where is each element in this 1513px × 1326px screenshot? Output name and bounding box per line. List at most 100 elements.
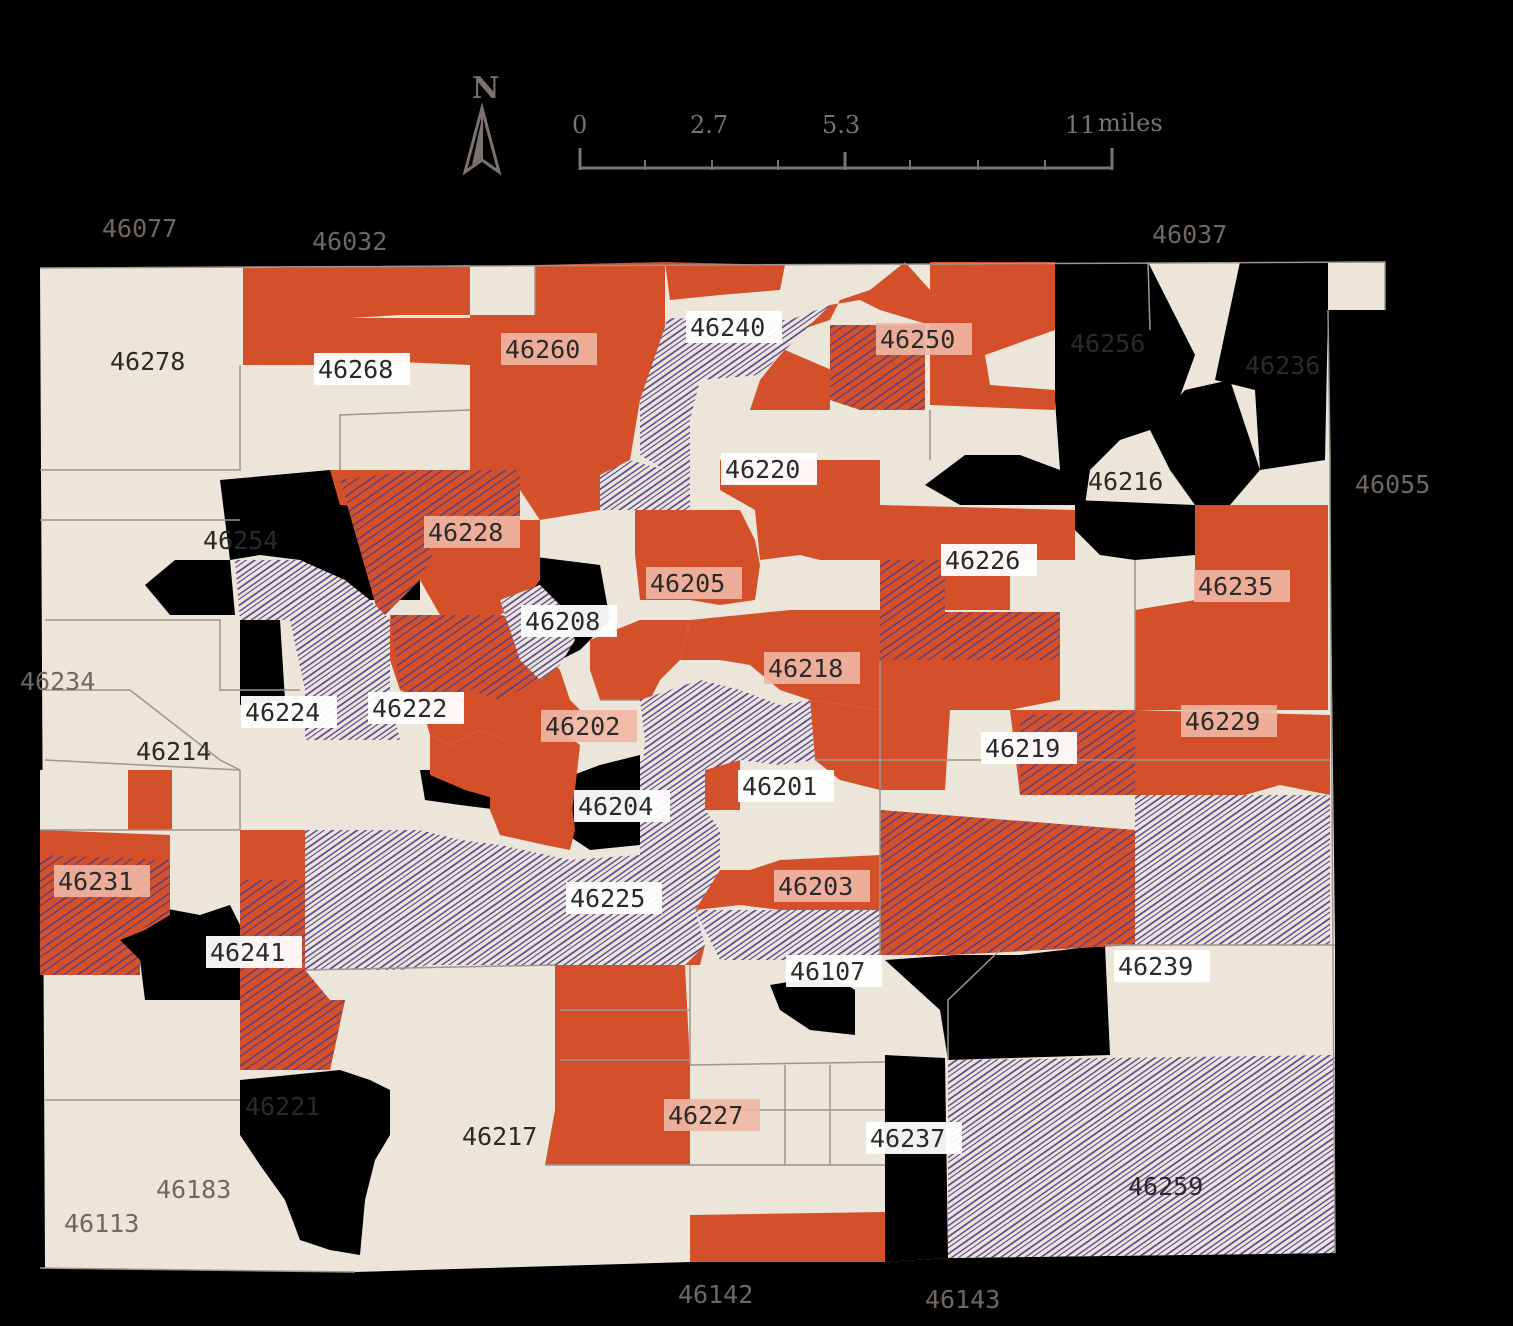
zip-label-text: 46214: [136, 737, 211, 766]
area-46235: [1135, 505, 1328, 710]
scale-tick-1: 2.7: [690, 111, 728, 139]
zip-label-46241: 46241: [206, 936, 302, 968]
area-46214: [128, 770, 172, 830]
zip-label-46256: 46256: [1070, 329, 1145, 358]
zip-label-text: 46227: [668, 1101, 743, 1130]
zip-label-box: [566, 882, 662, 914]
outside-label: 46037: [1152, 220, 1227, 249]
zip-label-box: [774, 870, 870, 902]
hatch-46218: [880, 560, 1060, 660]
area-46260b: [665, 262, 785, 300]
zip-label-46208: 46208: [521, 605, 617, 637]
zip-label-text: 46237: [870, 1124, 945, 1153]
zip-label-box: [721, 453, 817, 485]
hatch-46239b: [1135, 795, 1330, 945]
zip-label-46222: 46222: [368, 692, 464, 724]
zip-label-46225: 46225: [566, 882, 662, 914]
zip-label-46216: 46216: [1088, 467, 1163, 496]
zip-label-text: 46268: [318, 355, 393, 384]
zip-label-box: [866, 1122, 962, 1154]
zip-label-46250: 46250: [876, 323, 972, 355]
area-46260: [470, 262, 665, 520]
zip-label-box: [738, 770, 834, 802]
zip-label-46201: 46201: [738, 770, 834, 802]
zip-label-46259: 46259: [1128, 1172, 1203, 1201]
zip-label-box: [1114, 950, 1210, 982]
hatch-46259: [948, 1055, 1335, 1258]
zip-label-46240: 46240: [686, 311, 782, 343]
area-46268b: [243, 318, 470, 365]
zip-label-text: 46240: [690, 313, 765, 342]
zip-label-46220: 46220: [721, 453, 817, 485]
zip-label-46236: 46236: [1245, 351, 1320, 380]
zip-label-46235: 46235: [1194, 570, 1290, 602]
zip-label-box: [206, 936, 302, 968]
zip-label-text: 46222: [372, 694, 447, 723]
scale-unit: miles: [1098, 109, 1163, 137]
zip-label-46203: 46203: [774, 870, 870, 902]
zip-label-text: 46224: [245, 698, 320, 727]
zip-label-46278: 46278: [110, 347, 185, 376]
zip-label-46260: 46260: [501, 333, 597, 365]
zip-label-text: 46208: [525, 607, 600, 636]
zip-label-46254: 46254: [203, 526, 278, 555]
zip-label-46219: 46219: [981, 732, 1077, 764]
zip-label-text: 46259: [1128, 1172, 1203, 1201]
zip-label-text: 46226: [945, 546, 1020, 575]
outside-label: 46142: [678, 1280, 753, 1309]
zip-label-box: [541, 710, 637, 742]
zip-label-box: [424, 516, 520, 548]
zip-label-box: [786, 955, 882, 987]
north-arrow: N: [462, 71, 502, 176]
outside-label: 46234: [20, 667, 95, 696]
zip-label-box: [314, 353, 410, 385]
zip-label-text: 46217: [462, 1122, 537, 1151]
north-label: N: [472, 71, 499, 106]
hatch-46222b: [390, 615, 540, 700]
zip-label-box: [521, 605, 617, 637]
zip-label-text: 46229: [1185, 707, 1260, 736]
outside-label: 46032: [312, 227, 387, 256]
zip-label-46237: 46237: [866, 1122, 962, 1154]
outside-label: 46183: [156, 1175, 231, 1204]
zip-label-text: 46221: [245, 1092, 320, 1121]
outside-label: 46143: [925, 1285, 1000, 1314]
zip-label-text: 46220: [725, 455, 800, 484]
zip-label-text: 46204: [578, 792, 653, 821]
zip-label-text: 46218: [768, 654, 843, 683]
zip-label-text: 46260: [505, 335, 580, 364]
zip-label-46205: 46205: [646, 567, 742, 599]
hatch-46107: [695, 910, 880, 960]
zip-label-text: 46107: [790, 957, 865, 986]
zip-label-text: 46203: [778, 872, 853, 901]
outside-label: 46113: [64, 1209, 139, 1238]
scale-tick-3: 11: [1065, 111, 1096, 139]
zip-label-text: 46256: [1070, 329, 1145, 358]
zip-label-text: 46236: [1245, 351, 1320, 380]
zip-boundaries: [39, 261, 1386, 1273]
zip-label-box: [1181, 705, 1277, 737]
hatch-46220: [600, 460, 690, 510]
zip-label-box: [368, 692, 464, 724]
scale-bar: 0 2.7 5.3 11 miles: [572, 109, 1163, 170]
zip-label-box: [764, 652, 860, 684]
hatch-46219: [1020, 710, 1135, 795]
zip-label-text: 46278: [110, 347, 185, 376]
zip-label-box: [941, 544, 1037, 576]
zip-label-46218: 46218: [764, 652, 860, 684]
zip-label-text: 46225: [570, 884, 645, 913]
area-46201: [705, 760, 740, 810]
zip-label-text: 46239: [1118, 952, 1193, 981]
zip-label-46224: 46224: [241, 696, 337, 728]
zip-label-text: 46219: [985, 734, 1060, 763]
zip-label-box: [876, 323, 972, 355]
zip-label-text: 46241: [210, 938, 285, 967]
area-46205b: [755, 510, 880, 560]
zip-label-box: [1194, 570, 1290, 602]
scale-tick-2: 5.3: [822, 111, 860, 139]
zip-label-46204: 46204: [574, 790, 670, 822]
outside-labels: 46077 46032 46037 46055 46234 46183 4611…: [20, 214, 1430, 1314]
area-46227b: [690, 1212, 885, 1262]
hatch-46222: [235, 560, 400, 740]
